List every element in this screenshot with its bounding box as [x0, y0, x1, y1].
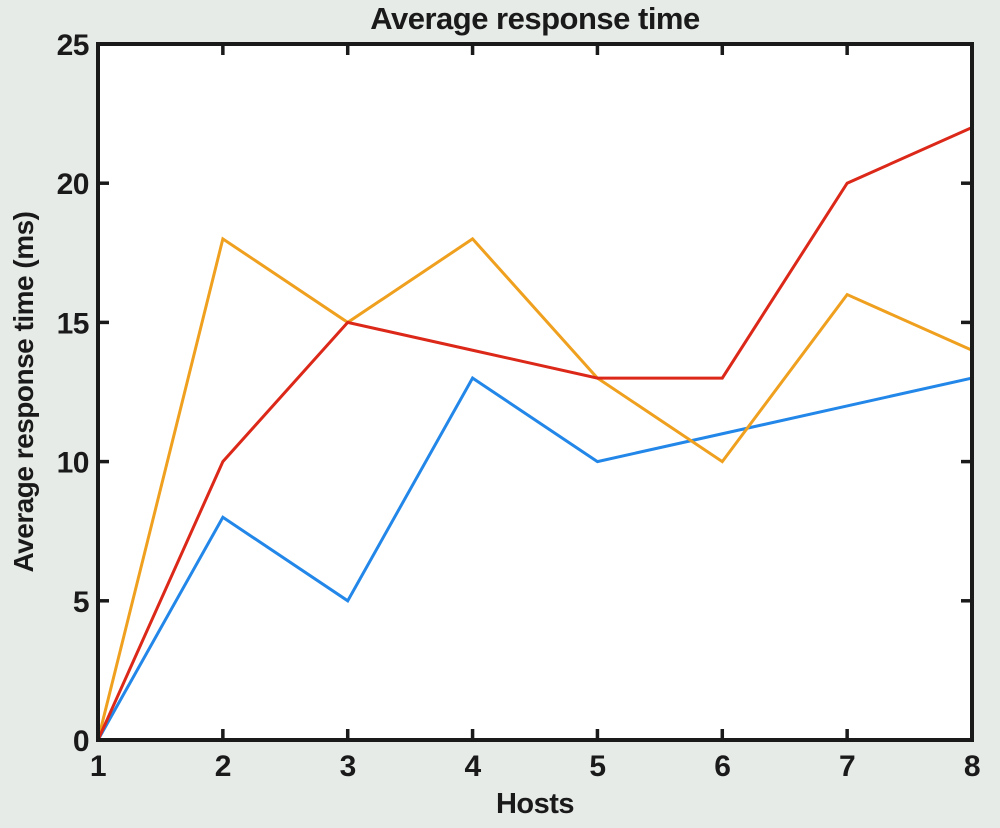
y-tick-label: 20: [57, 168, 89, 201]
x-tick-label: 1: [90, 750, 106, 783]
x-tick-label: 6: [714, 750, 730, 783]
y-tick-label: 25: [57, 29, 89, 62]
x-tick-label: 7: [839, 750, 855, 783]
plot-layers: 1 2 3 4 5 6 7 8 0 5 10 15 20 25: [57, 29, 981, 783]
series-red-line: [96, 126, 973, 741]
y-tick-label: 10: [57, 447, 89, 480]
y-tick-label: 5: [73, 586, 89, 619]
x-axis-label: Hosts: [495, 788, 575, 820]
x-tick-label: 2: [215, 750, 231, 783]
series-orange-line: [96, 236, 973, 741]
x-tick-label: 8: [964, 750, 980, 783]
series-blue-line: [96, 375, 973, 741]
y-tick-label: 15: [57, 307, 89, 340]
y-tick-label: 0: [73, 725, 89, 758]
x-tick-label: 5: [589, 750, 605, 783]
x-tick-label: 4: [464, 750, 481, 783]
chart-title: Average response time: [370, 1, 700, 36]
x-tick-label: 3: [340, 750, 356, 783]
plot-border: [96, 42, 974, 742]
plot-background: [98, 44, 972, 740]
